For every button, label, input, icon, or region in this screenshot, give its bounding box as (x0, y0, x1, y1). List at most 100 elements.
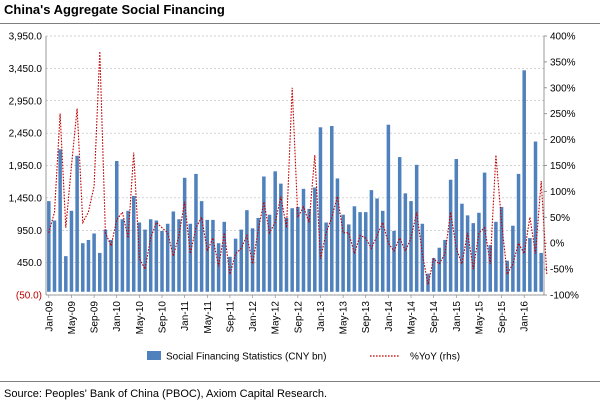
yoy-line (48, 51, 548, 285)
y-tick-label-right: 350% (550, 57, 576, 68)
x-tick-label: May-09 (67, 301, 78, 335)
bar (103, 229, 108, 292)
x-tick-label: Sep-14 (429, 301, 440, 334)
bar (126, 210, 130, 292)
bar (245, 210, 249, 292)
bar (188, 223, 193, 292)
bar (522, 70, 526, 292)
bar (109, 239, 113, 292)
bar (228, 256, 232, 292)
bar (301, 188, 306, 292)
y-tick-label-right: 250% (550, 109, 576, 120)
x-tick-label: Sep-10 (158, 301, 169, 334)
x-tick-label: Sep-09 (90, 301, 101, 334)
x-tick-label: Sep-15 (497, 301, 508, 334)
bar (318, 127, 323, 292)
bar (307, 208, 311, 292)
bar (148, 219, 153, 292)
chart-title: China's Aggregate Social Financing (4, 2, 225, 17)
y-tick-label-left: 2,950.0 (9, 96, 43, 107)
x-tick-label: Jan-09 (44, 301, 55, 332)
bar (533, 141, 538, 292)
bar (358, 212, 362, 292)
bar (199, 201, 204, 292)
bar (511, 225, 515, 292)
y-tick-label-right: 300% (550, 83, 576, 94)
bar (256, 217, 260, 292)
y-tick-label-left: 950.0 (17, 226, 42, 237)
y-tick-label-left: 1,950.0 (9, 161, 43, 172)
x-tick-label: Jan-10 (112, 301, 123, 332)
y-tick-label-right: 50% (550, 213, 570, 224)
bar (131, 195, 136, 292)
bar (369, 190, 374, 292)
x-tick-label: Jan-13 (316, 301, 327, 332)
bar (216, 243, 221, 292)
bar (143, 229, 147, 292)
source-note: Source: Peoples' Bank of China (PBOC), A… (4, 388, 328, 400)
bar (262, 176, 266, 292)
bar (494, 221, 498, 292)
bar (250, 228, 255, 292)
bar (437, 247, 442, 292)
bar (516, 173, 521, 292)
y-tick-label-right: 200% (550, 135, 576, 146)
bar (194, 173, 198, 292)
bar (454, 159, 459, 292)
bar (69, 210, 74, 292)
y-tick-label-right: 400% (550, 32, 576, 43)
x-tick-label: Jan-15 (452, 301, 463, 332)
bar (114, 160, 119, 292)
bar (171, 211, 176, 292)
y-tick-label-right: 100% (550, 187, 576, 198)
bar (86, 239, 91, 292)
bar (98, 252, 102, 292)
bar (160, 230, 164, 292)
bar (335, 178, 340, 292)
y-tick-label-right: 0% (550, 239, 565, 250)
y-tick-label-left: 1,450.0 (9, 193, 43, 204)
x-tick-label: Jan-11 (180, 301, 191, 331)
bar (363, 212, 368, 292)
bar (239, 229, 243, 292)
bar (380, 210, 385, 292)
bar (505, 260, 509, 292)
bar (92, 233, 96, 292)
legend-label-line: %YoY (rhs) (410, 352, 460, 363)
bar (443, 239, 447, 292)
x-tick-label: May-12 (271, 301, 282, 335)
bar (81, 243, 85, 292)
bar (499, 206, 504, 292)
bar (347, 224, 351, 292)
bar (471, 223, 476, 292)
footer-divider (0, 381, 600, 382)
legend-swatch-bars (147, 351, 161, 360)
title-divider (0, 23, 600, 24)
bar (465, 215, 470, 292)
bar (211, 219, 215, 292)
bar (397, 157, 402, 292)
bar (409, 201, 413, 292)
legend-label-bars: Social Financing Statistics (CNY bn) (166, 352, 326, 363)
bar (448, 179, 453, 292)
bar (290, 208, 294, 292)
bar (284, 217, 289, 292)
bar (352, 206, 357, 292)
x-tick-label: Sep-12 (293, 301, 304, 334)
bar (392, 230, 396, 292)
y-tick-label-left: (50.0) (16, 291, 42, 302)
bar (75, 155, 79, 292)
x-tick-label: Jan-12 (248, 301, 259, 332)
bar (273, 171, 277, 292)
bar (47, 201, 51, 292)
bar (279, 183, 283, 292)
y-tick-label-right: -50% (550, 265, 573, 276)
bar (386, 124, 391, 292)
bar (539, 252, 543, 292)
y-tick-label-left: 3,950.0 (9, 32, 43, 43)
bar (154, 220, 159, 292)
bar (120, 219, 125, 292)
bar (52, 220, 57, 292)
bar (375, 198, 379, 292)
y-tick-label-right: -100% (550, 291, 579, 302)
